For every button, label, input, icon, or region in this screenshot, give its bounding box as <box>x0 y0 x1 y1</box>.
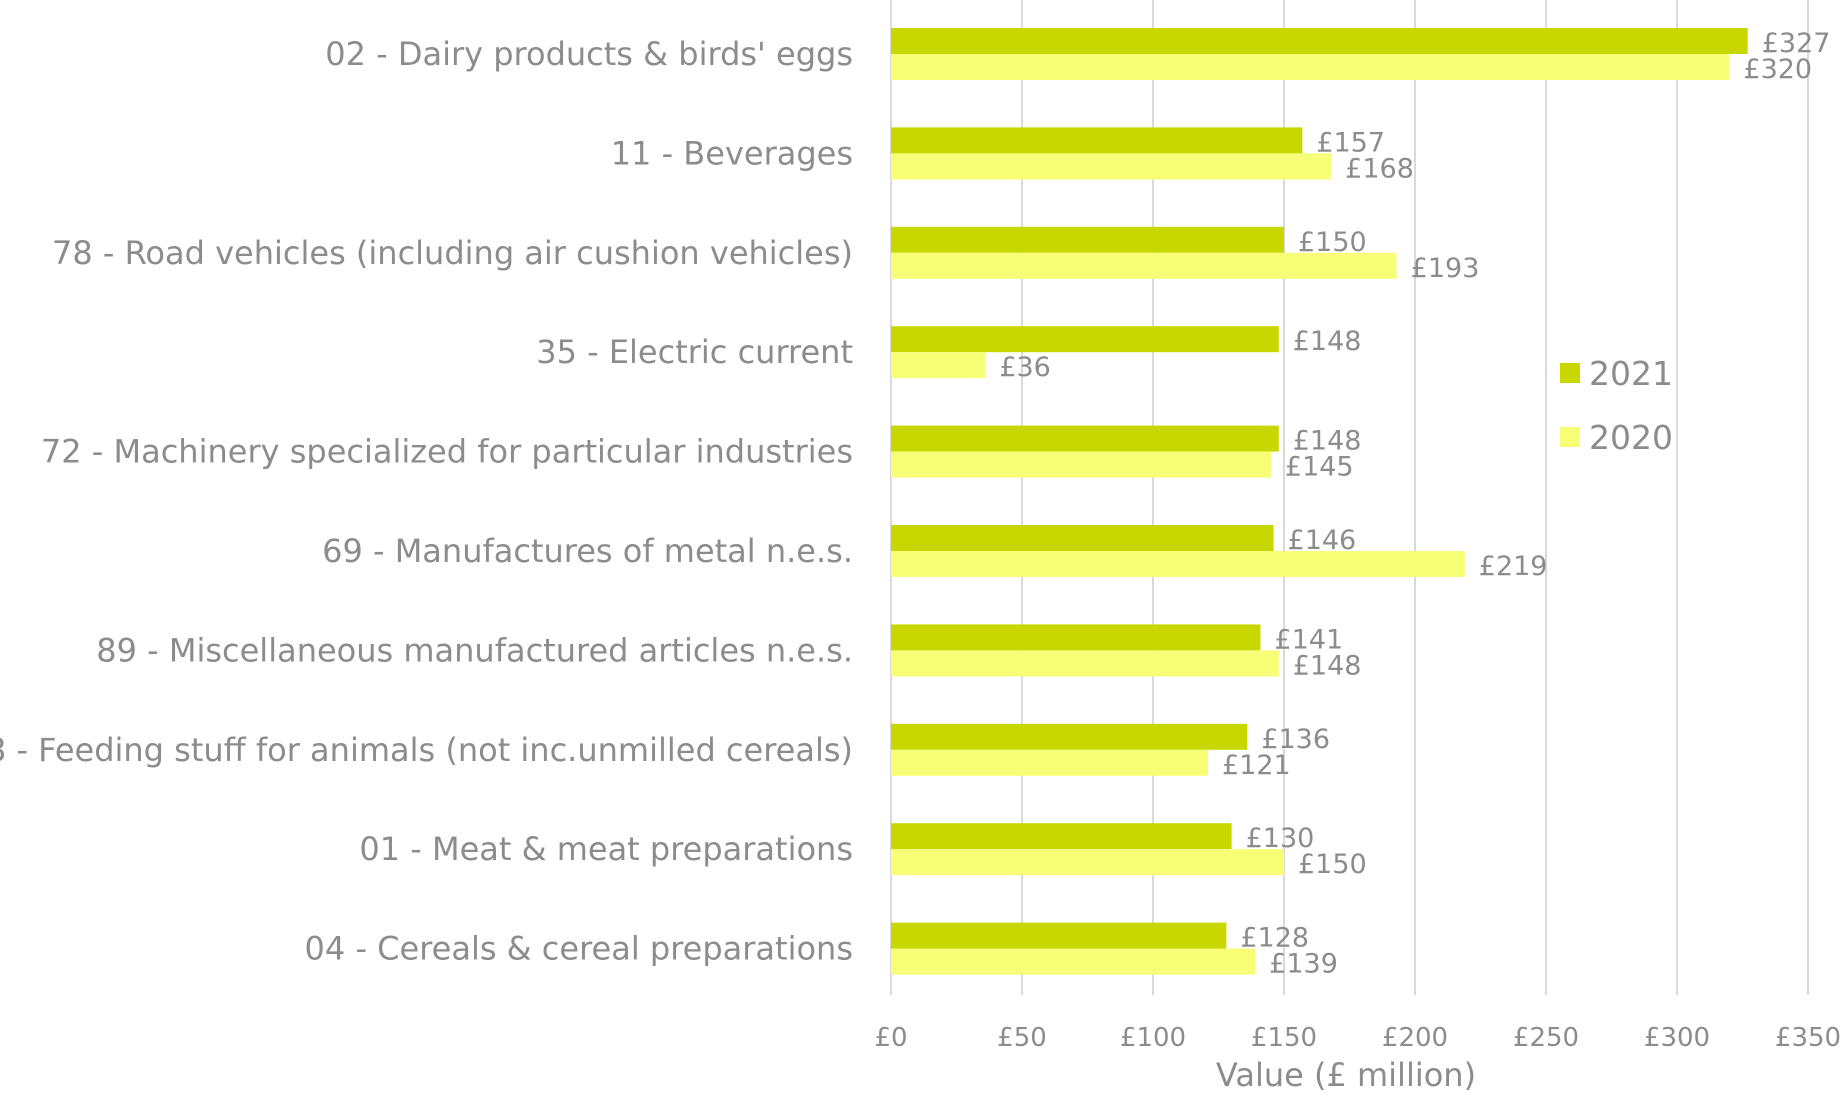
data-label-2021: £141 <box>1274 624 1343 655</box>
x-tick-label: £150 <box>1251 1023 1317 1053</box>
bar-2021-8 <box>891 823 1232 850</box>
category-label: 04 - Cereals & cereal preparations <box>305 930 853 968</box>
category-label: 01 - Meat & meat preparations <box>359 830 853 868</box>
x-tick-labels: £0 £50 £100 £150 £200 £250 £300 £350 <box>874 1023 1841 1053</box>
x-tick-label: £200 <box>1382 1023 1448 1053</box>
data-label-2020: £145 <box>1285 452 1354 483</box>
data-label-2021: £157 <box>1316 127 1385 158</box>
data-labels: £327 £157 £150 £148 £148 £146 £141 £136 £130 £128… <box>999 28 1830 980</box>
bar-2021-2 <box>891 226 1284 253</box>
data-label-2021: £148 <box>1293 326 1362 357</box>
bar-2020-0 <box>891 54 1730 80</box>
category-labels: 02 - Dairy products & birds' eggs 11 - Be… <box>0 35 853 968</box>
bar-2021-4 <box>891 425 1279 452</box>
category-label: 02 - Dairy products & birds' eggs <box>325 35 853 73</box>
x-axis-title: Value (£ million) <box>1216 1056 1476 1094</box>
x-tick-label: £250 <box>1513 1023 1579 1053</box>
data-label-2020: £168 <box>1345 153 1414 184</box>
bar-2020-6 <box>891 650 1279 677</box>
bar-2021-1 <box>891 127 1303 154</box>
data-label-2021: £128 <box>1240 923 1309 954</box>
category-label: 35 - Electric current <box>536 333 853 371</box>
data-label-2020: £150 <box>1298 849 1367 880</box>
legend-label-2021: 2021 <box>1589 354 1673 393</box>
category-label: 08 - Feeding stuff for animals (not inc.… <box>0 731 853 769</box>
data-label-2020: £193 <box>1411 253 1480 284</box>
bar-2021-0 <box>891 28 1748 54</box>
data-label-2020: £139 <box>1269 949 1338 980</box>
bar-2021-6 <box>891 624 1261 651</box>
x-tick-label: £350 <box>1775 1023 1841 1053</box>
legend-swatch-2021 <box>1560 363 1580 383</box>
x-tick-label: £100 <box>1120 1023 1186 1053</box>
data-label-2020: £148 <box>1293 650 1362 681</box>
bars <box>891 28 1748 975</box>
bar-2020-3 <box>891 352 986 379</box>
bar-2021-7 <box>891 723 1248 750</box>
data-label-2020: £320 <box>1743 54 1812 85</box>
bar-2021-9 <box>891 922 1227 949</box>
data-label-2021: £148 <box>1293 426 1362 457</box>
legend-swatch-2020 <box>1560 427 1580 447</box>
bar-2020-2 <box>891 252 1397 279</box>
category-label: 69 - Manufactures of metal n.e.s. <box>322 532 853 570</box>
data-label-2020: £121 <box>1222 750 1291 781</box>
x-tick-label: £300 <box>1644 1023 1710 1053</box>
legend-label-2020: 2020 <box>1589 418 1673 457</box>
bar-2021-3 <box>891 326 1279 353</box>
data-label-2021: £150 <box>1298 227 1367 258</box>
data-label-2020: £36 <box>999 352 1051 383</box>
data-label-2021: £146 <box>1288 525 1357 556</box>
legend: 2021 2020 <box>1560 354 1673 457</box>
x-tick-label: £0 <box>874 1023 907 1053</box>
category-label: 72 - Machinery specialized for particula… <box>41 433 853 471</box>
category-label: 11 - Beverages <box>611 134 853 172</box>
bar-2020-7 <box>891 749 1209 776</box>
bar-2021-5 <box>891 525 1274 551</box>
data-label-2021: £130 <box>1246 823 1315 854</box>
data-label-2021: £136 <box>1261 724 1330 755</box>
bar-2020-9 <box>891 948 1256 975</box>
data-label-2020: £219 <box>1479 551 1548 582</box>
data-label-2021: £327 <box>1762 28 1831 59</box>
bar-2020-4 <box>891 451 1271 478</box>
category-label: 78 - Road vehicles (including air cushio… <box>52 234 853 272</box>
category-label: 89 - Miscellaneous manufactured articles… <box>96 631 853 669</box>
bar-2020-8 <box>891 849 1284 876</box>
x-tick-label: £50 <box>997 1023 1047 1053</box>
bar-2020-5 <box>891 551 1465 577</box>
bar-2020-1 <box>891 153 1332 180</box>
